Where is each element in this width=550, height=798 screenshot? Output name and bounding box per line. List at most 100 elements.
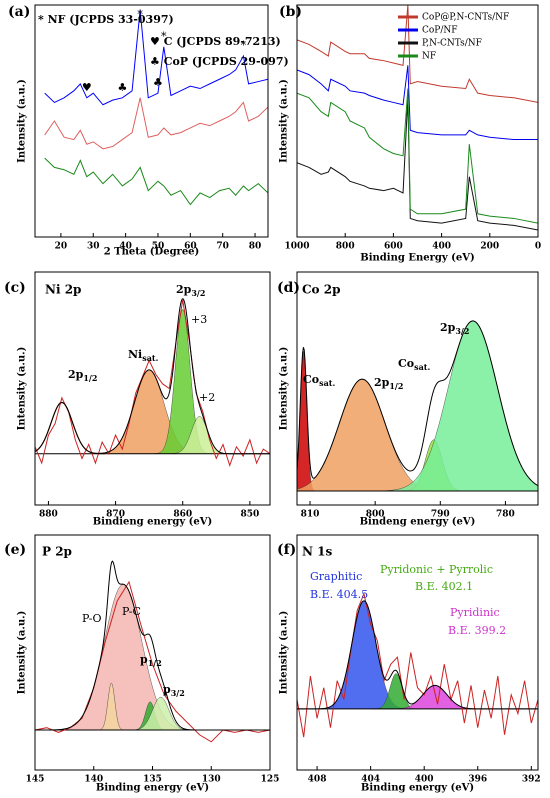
x-tick-label: 780 — [496, 510, 515, 520]
annotation: B.E. 399.2 — [448, 624, 506, 637]
data-line — [297, 88, 538, 224]
peak-marker: * — [161, 30, 167, 43]
annotation-text: p — [140, 653, 148, 666]
annotation-text: +2 — [199, 391, 215, 404]
x-axis-label: Bindieng energy (eV) — [93, 517, 213, 528]
annotation-sub: sat. — [414, 362, 430, 372]
peak-marker: ♣ — [153, 76, 163, 89]
panel-label: (e) — [4, 542, 26, 558]
annotation: P-C — [122, 605, 141, 618]
annotation-text: Ni — [128, 348, 142, 361]
annotation-sub: 3/2 — [171, 688, 185, 698]
annotation-text: +3 — [191, 313, 207, 326]
panel: (c) Ni 2p Bindieng energy (eV) Intensity (a… — [4, 271, 271, 528]
fit-envelope — [297, 600, 538, 710]
x-tick-label: 800 — [366, 510, 385, 520]
legend-label: NF — [422, 52, 436, 62]
x-tick-label: 60 — [184, 242, 197, 252]
annotation: Nisat. — [128, 348, 159, 363]
annotation-text: Graphitic — [310, 570, 362, 583]
plot-area — [297, 5, 538, 231]
x-tick-label: 810 — [301, 510, 320, 520]
peak-fit — [35, 401, 105, 455]
plot-frame — [34, 271, 271, 506]
annotation: +2 — [199, 391, 215, 404]
panel-label: (b) — [279, 4, 302, 20]
x-tick-label: 880 — [39, 510, 58, 520]
peak-marker: ♣ — [117, 81, 127, 94]
annotation: 2p1/2 — [68, 368, 97, 383]
annotation: Pyridinic — [450, 606, 500, 619]
annotation: Graphitic — [310, 570, 362, 583]
x-tick-label: 1000 — [284, 242, 309, 252]
annotation-sub: 3/2 — [455, 326, 469, 336]
x-tick-label: 20 — [55, 242, 68, 252]
x-tick-label: 200 — [480, 242, 499, 252]
x-tick-label: 800 — [336, 242, 355, 252]
x-tick-label: 80 — [249, 242, 262, 252]
annotation-sub: sat. — [142, 353, 158, 363]
y-axis-label: Intensity (a.u.) — [17, 347, 28, 431]
annotation-text: B.E. 399.2 — [448, 624, 506, 637]
fit-envelope — [297, 320, 538, 487]
x-tick-label: 125 — [261, 775, 280, 785]
panel-title: P 2p — [42, 545, 72, 559]
y-axis-label: Intensity (a.u.) — [17, 79, 28, 163]
plot-area — [35, 298, 270, 467]
annotation-sub: 1/2 — [389, 381, 403, 391]
panel-label: (f) — [277, 542, 296, 558]
panel-title: Ni 2p — [45, 283, 81, 297]
peak-marker: ♥ — [82, 81, 92, 94]
annotation: 2p3/2 — [440, 321, 469, 336]
plot-frame — [296, 271, 539, 506]
annotation-sub: sat. — [319, 378, 335, 388]
x-axis-label: Binding Energy (eV) — [360, 253, 474, 264]
data-line — [297, 592, 538, 738]
annotation: p3/2 — [163, 683, 185, 698]
annotation-text: p — [163, 683, 171, 696]
plot-frame — [296, 4, 539, 238]
x-tick-label: 0 — [535, 242, 541, 252]
panel-label: (d) — [277, 280, 300, 296]
annotation-sub: 1/2 — [148, 658, 162, 668]
x-tick-label: 600 — [384, 242, 403, 252]
x-tick-label: 396 — [468, 775, 487, 785]
fit-envelope — [35, 298, 270, 455]
legend-label: CoP/NF — [422, 26, 458, 36]
x-axis-label: Bindeng energy (eV) — [360, 517, 476, 528]
annotation-text: B.E. 404.5 — [310, 588, 368, 601]
x-tick-label: 860 — [173, 510, 192, 520]
fit-envelope — [35, 560, 270, 731]
panel: (f) N 1s Binding energy (eV) Intensity (a.u… — [277, 534, 541, 794]
plot-frame — [34, 534, 271, 771]
data-line — [297, 97, 538, 231]
x-tick-label: 400 — [432, 242, 451, 252]
annotation-text: Pyridinic — [450, 606, 500, 619]
plot-area — [297, 320, 538, 492]
x-tick-label: 790 — [431, 510, 450, 520]
panel: (e) P 2p Binding energy (eV) Intensity (a.u… — [4, 534, 280, 794]
annotation-text: 2p — [440, 321, 456, 334]
phase-note: ♣ CoP (JCPDS 29-097) — [150, 55, 289, 68]
data-line — [44, 97, 268, 150]
phase-note: * NF (JCPDS 33-0397) — [38, 13, 174, 26]
annotation-text: 2p — [374, 376, 390, 389]
plot-area — [35, 560, 270, 743]
annotation: 2p3/2 — [176, 283, 205, 298]
panel-title: Co 2p — [302, 283, 340, 297]
annotation-text: 2p — [176, 283, 192, 296]
x-tick-label: 408 — [308, 775, 327, 785]
x-tick-label: 870 — [106, 510, 125, 520]
peak-fit — [97, 682, 126, 731]
annotation: 2p1/2 — [374, 376, 403, 391]
legend-label: CoP@P,N-CNTs/NF — [422, 13, 509, 23]
phase-note: ♥ C (JCPDS 89-7213) — [150, 35, 281, 48]
data-line — [44, 157, 268, 206]
panel: (b) Binding Energy (eV) Intensity (a.u.) 10… — [279, 4, 542, 264]
x-tick-label: 850 — [240, 510, 259, 520]
plot-area — [44, 9, 268, 206]
y-axis-label: Intensity (a.u.) — [17, 611, 28, 695]
x-tick-label: 130 — [202, 775, 221, 785]
